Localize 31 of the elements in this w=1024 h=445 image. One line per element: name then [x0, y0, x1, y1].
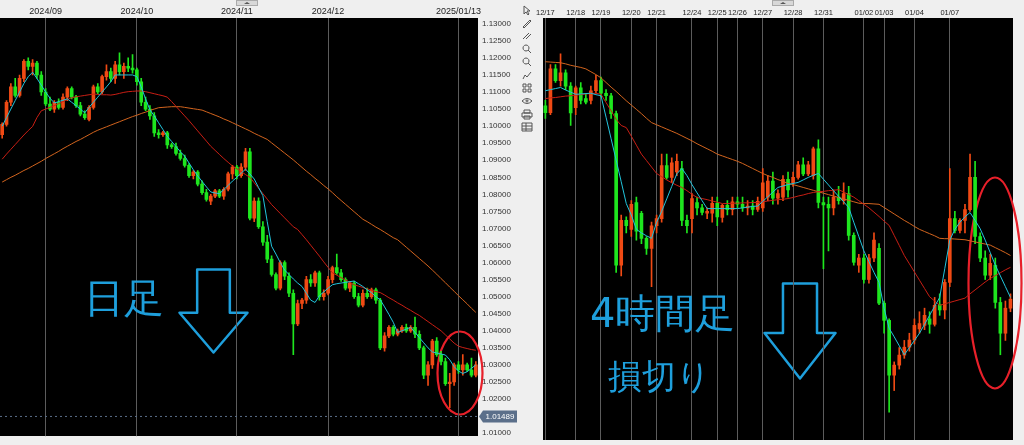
annotation: 4時間足 — [590, 290, 736, 336]
y-tick-label: 1.08500 — [482, 172, 512, 182]
annotation: 損切り — [608, 356, 711, 396]
x-tick-label: 2025/01/13 — [435, 6, 481, 17]
y-tick-label: 1.02000 — [482, 394, 512, 404]
ref-line-label: 1.01489 — [485, 412, 516, 422]
x-tick-label: 2024/09 — [29, 6, 62, 17]
y-tick-label: 1.10000 — [482, 121, 512, 131]
y-tick-label: 1.03500 — [482, 343, 512, 353]
y-tick-label: 1.13000 — [482, 19, 512, 28]
y-tick-label: 1.07500 — [482, 206, 512, 216]
y-tick-label: 1.12000 — [482, 53, 512, 63]
y-tick-label: 1.10500 — [482, 104, 512, 114]
y-tick-label: 1.06000 — [482, 257, 512, 267]
y-tick-label: 1.09000 — [482, 155, 512, 165]
y-tick-label: 1.07000 — [482, 223, 512, 233]
y-tick-label: 1.09500 — [482, 138, 512, 148]
x-tick-label: 2024/10 — [120, 6, 154, 17]
y-tick-label: 1.04500 — [482, 308, 512, 318]
y-tick-label: 1.12500 — [482, 36, 512, 46]
y-tick-label: 1.06500 — [482, 240, 512, 250]
y-tick-label: 1.05500 — [482, 274, 512, 284]
y-tick-label: 1.05000 — [482, 291, 512, 301]
y-tick-label: 1.01000 — [482, 428, 512, 438]
x-tick-label: 2024/11 — [220, 6, 253, 17]
y-tick-label: 1.11000 — [482, 87, 511, 97]
y-tick-label: 1.11500 — [482, 70, 511, 80]
y-tick-label: 1.04000 — [482, 326, 512, 335]
y-tick-label: 1.08000 — [482, 189, 512, 199]
x-tick-label: 2024/12 — [311, 6, 345, 17]
annotation: 日足 — [84, 275, 164, 321]
